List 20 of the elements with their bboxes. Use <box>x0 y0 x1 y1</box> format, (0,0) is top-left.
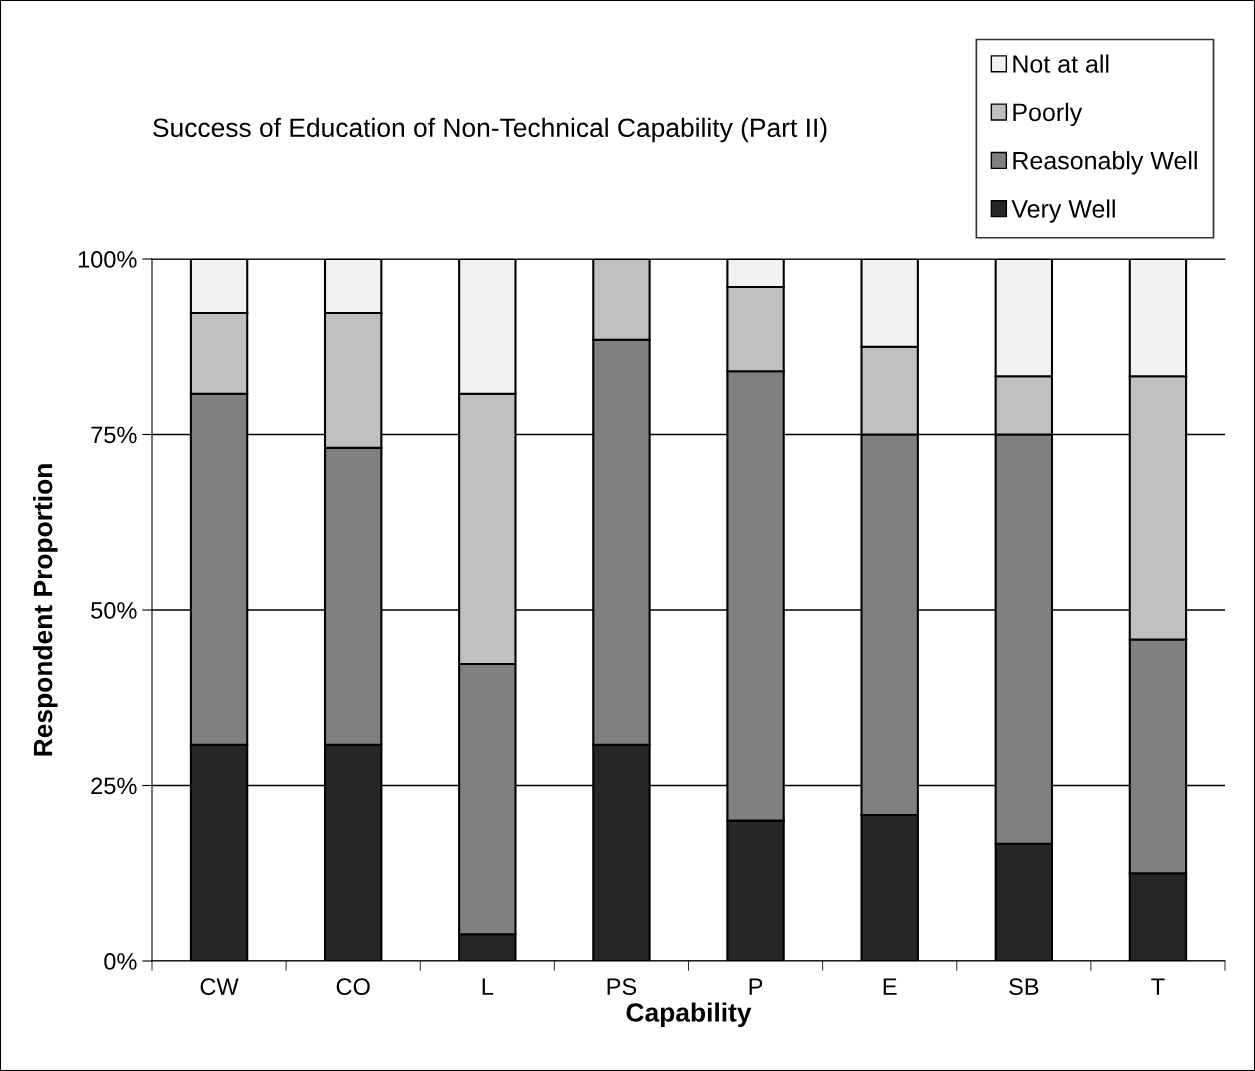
y-axis-title: Respondent Proportion <box>32 464 58 756</box>
chart-title: Success of Education of Non-Technical Capability (Part II) <box>153 117 827 143</box>
legend-label: Poorly <box>1013 102 1083 127</box>
y-tick-label: 25% <box>91 777 137 795</box>
x-tick-label: P <box>749 978 763 995</box>
legend-label: Reasonably Well <box>1013 151 1197 175</box>
x-tick-label: CO <box>336 978 370 996</box>
x-tick-label: E <box>883 978 897 995</box>
y-tick-label: 0% <box>104 953 137 970</box>
y-tick-label: 100% <box>78 251 137 268</box>
legend-label: Very Well <box>1011 199 1115 223</box>
y-tick-label: 50% <box>91 602 137 619</box>
legend-label: Not at all <box>1013 54 1109 73</box>
y-tick-label: 75% <box>91 426 137 444</box>
x-tick-label: SB <box>1009 978 1039 996</box>
x-tick-label: T <box>1151 978 1165 995</box>
x-axis-title: Capability <box>626 1002 752 1028</box>
x-tick-label: PS <box>607 978 637 996</box>
x-tick-label: L <box>482 978 494 995</box>
x-tick-label: CW <box>200 978 239 996</box>
